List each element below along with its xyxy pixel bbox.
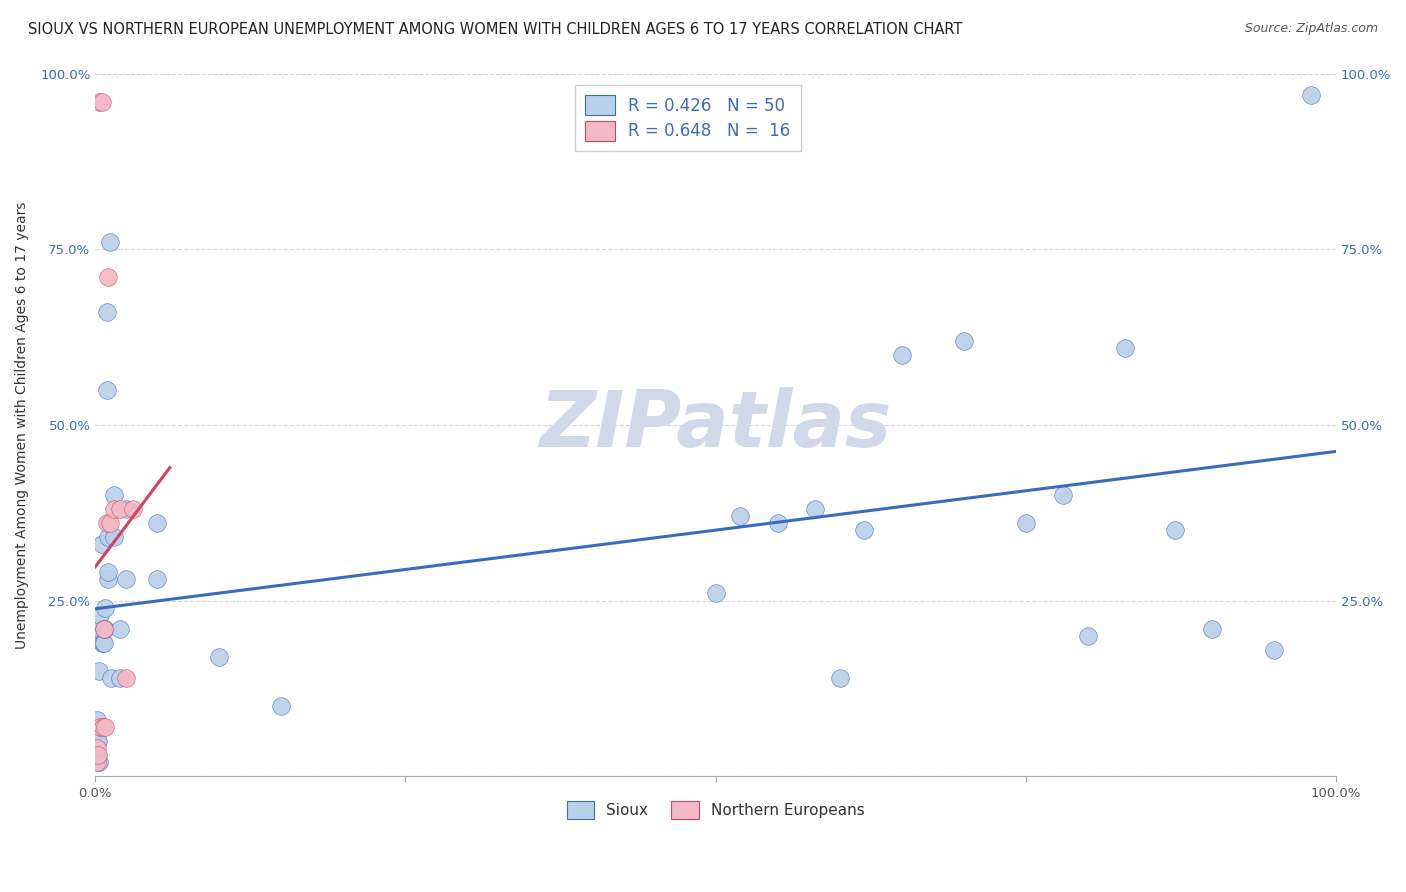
Text: SIOUX VS NORTHERN EUROPEAN UNEMPLOYMENT AMONG WOMEN WITH CHILDREN AGES 6 TO 17 Y: SIOUX VS NORTHERN EUROPEAN UNEMPLOYMENT …	[28, 22, 963, 37]
Point	[730, 509, 752, 524]
Point	[704, 586, 727, 600]
Point	[89, 607, 111, 622]
Point	[93, 622, 115, 636]
Point	[1201, 622, 1223, 636]
Point	[98, 235, 121, 249]
Point	[87, 734, 110, 748]
Point	[96, 305, 118, 319]
Point	[1014, 516, 1036, 531]
Point	[86, 734, 108, 748]
Point	[121, 502, 143, 516]
Point	[766, 516, 789, 531]
Point	[804, 502, 827, 516]
Point	[97, 566, 120, 580]
Point	[86, 713, 108, 727]
Point	[97, 573, 120, 587]
Point	[93, 622, 115, 636]
Point	[90, 537, 112, 551]
Point	[115, 502, 138, 516]
Point	[103, 530, 125, 544]
Point	[86, 755, 108, 769]
Point	[208, 649, 231, 664]
Point	[1052, 488, 1074, 502]
Point	[115, 573, 138, 587]
Point	[853, 523, 876, 537]
Text: ZIPatlas: ZIPatlas	[540, 387, 891, 463]
Point	[96, 383, 118, 397]
Point	[103, 488, 125, 502]
Point	[1163, 523, 1185, 537]
Point	[108, 622, 131, 636]
Point	[87, 755, 110, 769]
Point	[87, 629, 110, 643]
Point	[1114, 341, 1136, 355]
Point	[87, 755, 110, 769]
Point	[98, 516, 121, 531]
Text: Source: ZipAtlas.com: Source: ZipAtlas.com	[1244, 22, 1378, 36]
Point	[90, 635, 112, 649]
Point	[94, 622, 117, 636]
Point	[87, 95, 110, 109]
Point	[828, 671, 851, 685]
Point	[115, 671, 138, 685]
Point	[91, 635, 114, 649]
Point	[103, 502, 125, 516]
Legend: Sioux, Northern Europeans: Sioux, Northern Europeans	[561, 795, 870, 825]
Point	[146, 573, 169, 587]
Point	[90, 95, 112, 109]
Point	[890, 348, 912, 362]
Y-axis label: Unemployment Among Women with Children Ages 6 to 17 years: Unemployment Among Women with Children A…	[15, 201, 30, 648]
Point	[86, 748, 108, 763]
Point	[96, 516, 118, 531]
Point	[93, 635, 115, 649]
Point	[87, 664, 110, 678]
Point	[108, 671, 131, 685]
Point	[91, 720, 114, 734]
Point	[94, 600, 117, 615]
Point	[270, 698, 292, 713]
Point	[97, 270, 120, 285]
Point	[89, 720, 111, 734]
Point	[1299, 87, 1322, 102]
Point	[108, 502, 131, 516]
Point	[87, 748, 110, 763]
Point	[94, 720, 117, 734]
Point	[100, 671, 122, 685]
Point	[97, 530, 120, 544]
Point	[89, 622, 111, 636]
Point	[1263, 642, 1285, 657]
Point	[86, 741, 108, 756]
Point	[1077, 629, 1099, 643]
Point	[146, 516, 169, 531]
Point	[952, 334, 974, 348]
